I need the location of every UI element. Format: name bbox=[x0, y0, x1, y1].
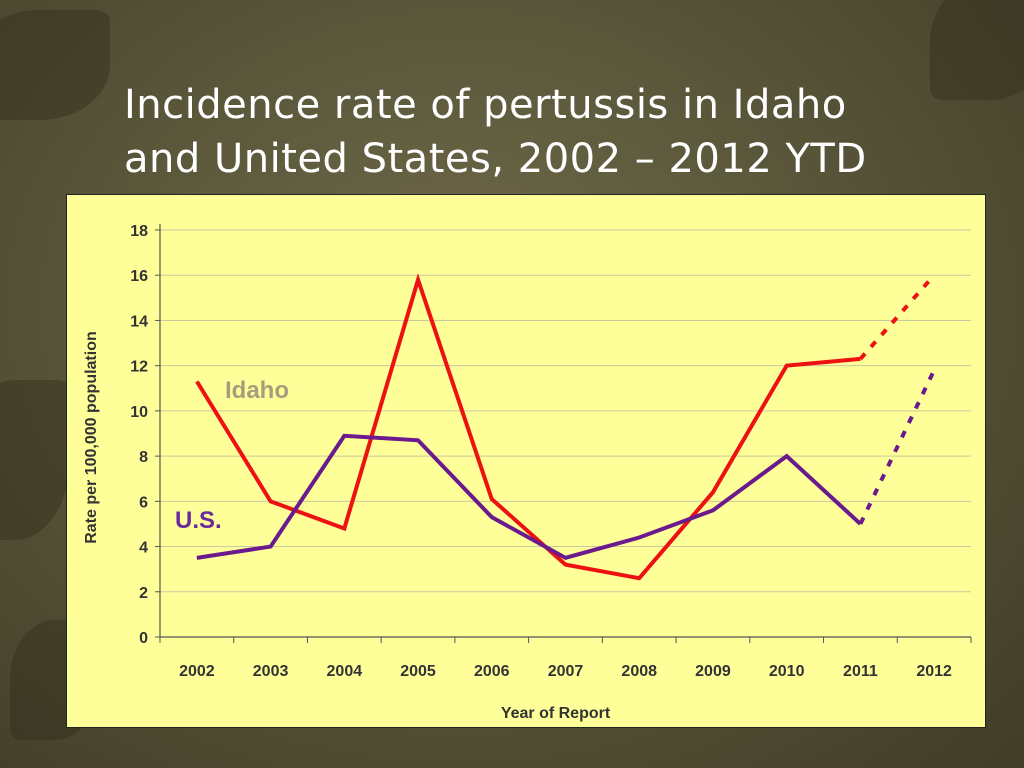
x-tick-label: 2004 bbox=[327, 663, 363, 680]
y-tick-label: 14 bbox=[130, 313, 148, 330]
x-tick-label: 2012 bbox=[916, 663, 952, 680]
idaho-series-label: Idaho bbox=[225, 377, 289, 404]
y-tick-label: 8 bbox=[139, 449, 148, 466]
chart-area: 0 2 4 6 8 10 12 14 16 18 2002 2003 2004 2005 2006 2007 2… bbox=[66, 194, 986, 728]
x-tick-label: 2003 bbox=[253, 663, 289, 680]
x-tick-label: 2002 bbox=[179, 663, 215, 680]
y-tick-label: 12 bbox=[130, 359, 148, 376]
x-tick-label: 2005 bbox=[400, 663, 436, 680]
y-tick-label: 6 bbox=[139, 494, 148, 511]
u-s-series-line bbox=[196, 433, 862, 561]
y-tick-label: 0 bbox=[139, 630, 148, 647]
x-tick-label: 2010 bbox=[769, 663, 805, 680]
y-tick-label: 4 bbox=[139, 540, 148, 557]
y-tick-label: 16 bbox=[130, 268, 148, 285]
x-tick-label: 2006 bbox=[474, 663, 510, 680]
line-chart: 0 2 4 6 8 10 12 14 16 18 2002 2003 2004 2005 2006 2007 2… bbox=[83, 223, 972, 722]
title-line-2: and United States, 2002 – 2012 YTD bbox=[124, 136, 867, 182]
idaho-series-projection bbox=[858, 273, 936, 361]
x-tick-label: 2008 bbox=[621, 663, 657, 680]
idaho-series-line bbox=[195, 273, 861, 581]
x-tick-label: 2011 bbox=[843, 663, 878, 680]
x-tick-label: 2009 bbox=[695, 663, 731, 680]
y-axis-title: Rate per 100,000 population bbox=[83, 331, 100, 544]
y-tick-label: 18 bbox=[130, 223, 148, 240]
slide-title: Incidence rate of pertussis in Idaho and… bbox=[124, 78, 1004, 186]
y-tick-label: 2 bbox=[139, 585, 148, 602]
us-series-label: U.S. bbox=[175, 507, 222, 534]
u-s-series-projection bbox=[858, 369, 936, 525]
x-axis-title: Year of Report bbox=[501, 705, 611, 722]
title-line-1: Incidence rate of pertussis in Idaho bbox=[124, 82, 847, 128]
y-tick-label: 10 bbox=[130, 404, 148, 421]
x-tick-label: 2007 bbox=[548, 663, 584, 680]
